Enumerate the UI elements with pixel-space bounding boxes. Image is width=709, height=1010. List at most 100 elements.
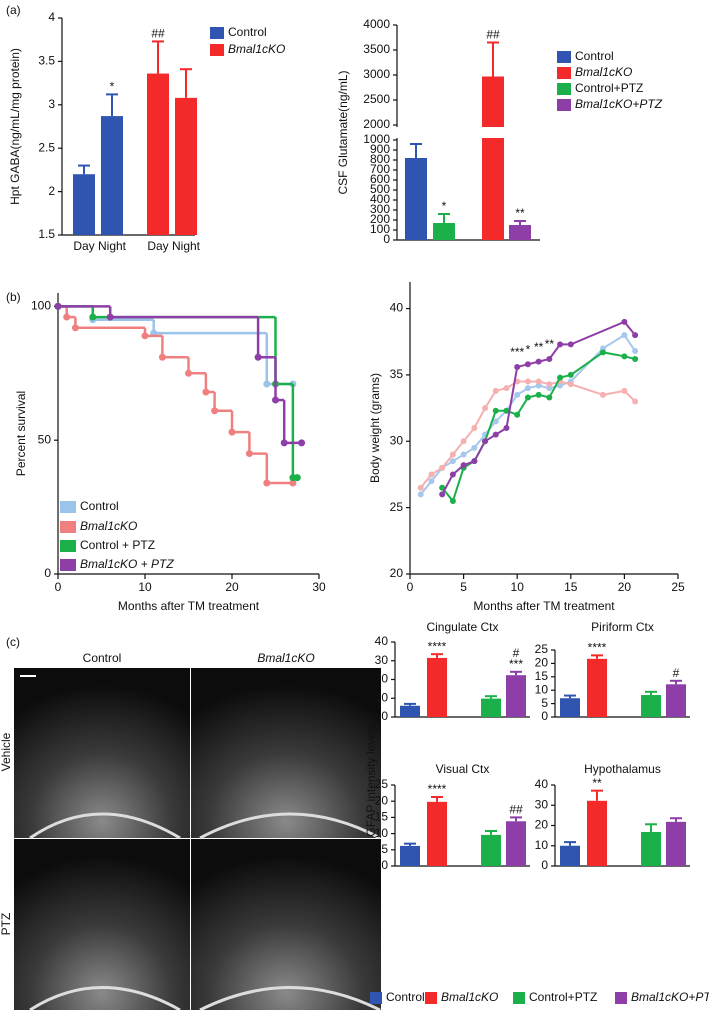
weight-point bbox=[524, 394, 531, 401]
y-tick-label: 0 bbox=[381, 858, 388, 872]
y-tick-label: 4 bbox=[48, 10, 55, 24]
x-tick-label: 0 bbox=[55, 580, 62, 594]
y-axis-label: Hpt GABA(ng/mL/mg protein) bbox=[8, 48, 22, 205]
weight-point bbox=[621, 332, 628, 339]
legend-label: Bmal1cKO+PTZ bbox=[631, 990, 709, 1004]
survival-point bbox=[254, 353, 262, 361]
significance: *** bbox=[510, 345, 524, 359]
bar bbox=[506, 675, 526, 717]
y-tick-label: 0 bbox=[383, 232, 390, 246]
x-tick-label: 30 bbox=[312, 580, 326, 594]
significance: ** bbox=[545, 337, 555, 351]
weight-point bbox=[599, 349, 606, 356]
y-tick-label: 3500 bbox=[363, 42, 390, 56]
significance: **** bbox=[588, 641, 607, 655]
y-tick-label: 400 bbox=[370, 192, 390, 206]
weight-point bbox=[449, 498, 456, 504]
legend-label: Bmal1cKO bbox=[575, 65, 632, 79]
weight-point bbox=[449, 471, 456, 478]
bar bbox=[101, 116, 123, 235]
weight-point bbox=[546, 394, 553, 401]
legend-label: Control+PTZ bbox=[575, 81, 643, 95]
bar bbox=[506, 821, 526, 866]
survival-point bbox=[202, 388, 210, 396]
weight-point bbox=[492, 387, 499, 394]
survival-point bbox=[89, 313, 97, 321]
y-tick-label: 2.5 bbox=[38, 140, 55, 154]
x-tick-label: 10 bbox=[138, 580, 152, 594]
weight-point bbox=[503, 407, 510, 414]
weight-point bbox=[567, 371, 574, 378]
bar bbox=[509, 225, 531, 240]
y-tick-label: 5 bbox=[381, 842, 388, 856]
y-tick-label: 500 bbox=[370, 182, 390, 196]
bar bbox=[400, 845, 420, 866]
survival-point bbox=[280, 439, 288, 447]
y-tick-label: 0 bbox=[44, 566, 51, 580]
y-tick-label: 700 bbox=[370, 162, 390, 176]
weight-point bbox=[439, 491, 446, 498]
survival-point bbox=[263, 380, 271, 388]
weight-point bbox=[535, 378, 542, 385]
significance: **** bbox=[428, 639, 447, 653]
x-tick-label: 5 bbox=[460, 580, 467, 594]
weight-point bbox=[439, 484, 446, 491]
y-tick-label: 20 bbox=[390, 566, 404, 580]
y-tick-label: 300 bbox=[370, 202, 390, 216]
significance: ** bbox=[592, 776, 602, 790]
weight-point bbox=[535, 358, 542, 365]
y-tick-label: 30 bbox=[535, 797, 549, 811]
significance: # bbox=[513, 646, 520, 660]
x-tick-label: 0 bbox=[407, 580, 414, 594]
y-axis-label: CSF Glutamate(ng/mL) bbox=[336, 70, 350, 194]
y-tick-label: 3000 bbox=[363, 67, 390, 81]
weight-point bbox=[449, 458, 456, 465]
weight-point bbox=[428, 478, 435, 485]
weight-point bbox=[503, 385, 510, 392]
y-tick-label: 2500 bbox=[363, 92, 390, 106]
y-tick-label: 1000 bbox=[363, 132, 390, 146]
y-tick-label: 10 bbox=[375, 826, 389, 840]
significance: # bbox=[673, 666, 680, 680]
weight-point bbox=[460, 451, 467, 458]
x-tick-label: 15 bbox=[564, 580, 578, 594]
y-tick-label: 10 bbox=[535, 682, 549, 696]
weight-point bbox=[449, 451, 456, 458]
bar bbox=[433, 223, 455, 240]
y-tick-label: 20 bbox=[535, 818, 549, 832]
weight-point bbox=[524, 361, 531, 368]
x-tick-label: Night bbox=[98, 239, 127, 253]
bar bbox=[405, 158, 427, 240]
legend-swatch bbox=[210, 44, 224, 56]
weight-point bbox=[632, 355, 639, 362]
panel-label: (b) bbox=[6, 290, 21, 304]
row-label: PTZ bbox=[0, 913, 13, 936]
legend-swatch bbox=[557, 99, 571, 111]
legend-swatch bbox=[60, 540, 76, 552]
significance: * bbox=[442, 199, 447, 213]
survival-point bbox=[71, 324, 79, 332]
legend-label: Control bbox=[80, 499, 119, 513]
survival-point bbox=[245, 450, 253, 458]
row-label: Vehicle bbox=[0, 732, 13, 771]
y-tick-label: 100 bbox=[370, 222, 390, 236]
weight-point bbox=[503, 425, 510, 431]
axis-break bbox=[391, 127, 540, 138]
survival-point bbox=[185, 369, 192, 377]
legend-label: Control + PTZ bbox=[80, 538, 155, 552]
weight-point bbox=[482, 405, 489, 412]
x-tick-label: 20 bbox=[225, 580, 239, 594]
x-tick-label: Day bbox=[73, 239, 94, 253]
significance: ## bbox=[509, 803, 523, 817]
significance: ## bbox=[151, 27, 165, 41]
bar bbox=[560, 845, 580, 866]
significance: ** bbox=[515, 206, 525, 220]
weight-point bbox=[514, 391, 521, 398]
x-tick-label: Night bbox=[172, 239, 201, 253]
survival-point bbox=[289, 479, 297, 487]
weight-point bbox=[471, 444, 478, 451]
weight-point bbox=[546, 381, 553, 388]
weight-point bbox=[632, 398, 639, 405]
weight-point bbox=[557, 374, 564, 381]
